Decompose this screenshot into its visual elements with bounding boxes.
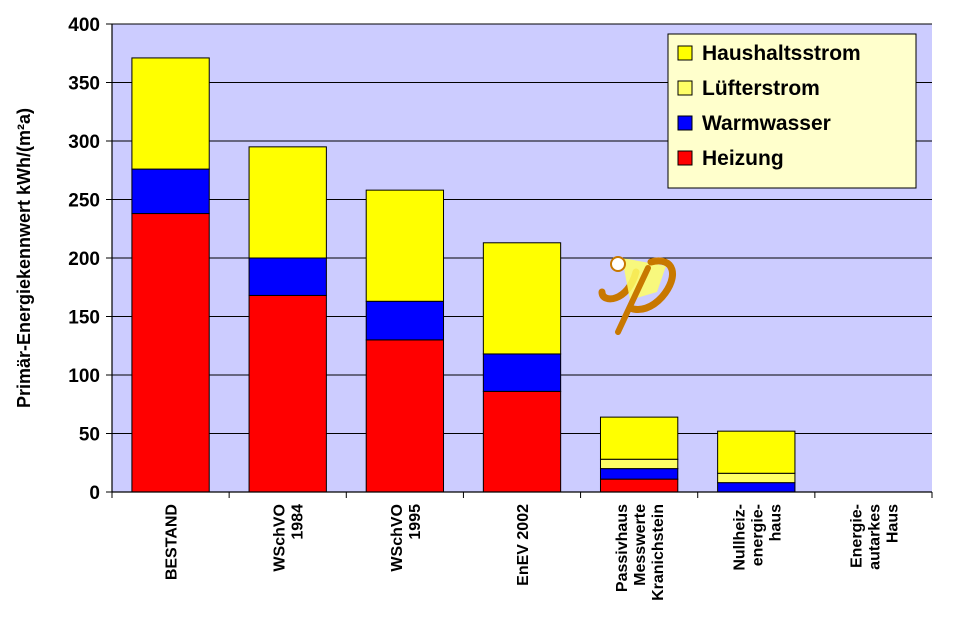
x-category-label: WSchVO bbox=[272, 504, 289, 572]
legend-swatch bbox=[677, 45, 693, 61]
y-tick-label: 150 bbox=[68, 308, 100, 329]
x-category-label: haus bbox=[767, 504, 784, 541]
x-category-label: Haus bbox=[884, 504, 901, 543]
bar-haushaltsstrom bbox=[131, 57, 210, 170]
x-category-label: energie- bbox=[749, 504, 766, 566]
legend-swatch bbox=[677, 115, 693, 131]
y-tick-label: 400 bbox=[68, 15, 100, 36]
passivhaus-logo bbox=[598, 256, 676, 335]
x-category-label: Nullheiz- bbox=[731, 504, 748, 571]
legend-label: Warmwasser bbox=[702, 112, 831, 135]
bar-heizung bbox=[482, 390, 562, 493]
x-category-label: Messwerte bbox=[632, 504, 649, 586]
bar-haushaltsstrom bbox=[717, 430, 796, 474]
bar-haushaltsstrom bbox=[248, 146, 327, 259]
bar-warmwasser bbox=[365, 300, 445, 341]
y-tick-label: 350 bbox=[68, 74, 100, 95]
y-tick-label: 200 bbox=[68, 249, 100, 270]
bar-lüfterstrom bbox=[599, 458, 679, 470]
y-tick-label: 50 bbox=[79, 425, 100, 446]
bar-lüfterstrom bbox=[717, 472, 796, 484]
x-category-label: WSchVO bbox=[389, 504, 406, 572]
x-category-label: 1984 bbox=[290, 504, 307, 540]
bar-warmwasser bbox=[599, 468, 679, 480]
bar-warmwasser bbox=[248, 257, 327, 296]
bar-heizung bbox=[365, 339, 445, 493]
legend-label: Haushaltsstrom bbox=[702, 42, 861, 65]
bar-haushaltsstrom bbox=[599, 416, 679, 460]
y-axis-label: Primär-Energiekennwert kWh/(m²a) bbox=[14, 108, 34, 408]
legend-label: Lüfterstrom bbox=[702, 77, 820, 100]
legend-swatch bbox=[677, 80, 693, 96]
bar-haushaltsstrom bbox=[482, 242, 562, 355]
x-category-label: Energie- bbox=[848, 504, 865, 568]
legend-swatch bbox=[677, 150, 693, 166]
legend-label: Heizung bbox=[702, 147, 784, 170]
bar-warmwasser bbox=[717, 482, 796, 493]
y-tick-label: 250 bbox=[68, 191, 100, 212]
x-category-label: EnEV 2002 bbox=[515, 504, 532, 586]
legend-box bbox=[667, 33, 917, 189]
y-tick-label: 300 bbox=[68, 132, 100, 153]
legend: Haushaltsstrom Lüfterstrom Warmwasser Heizu… bbox=[667, 33, 917, 189]
bar-heizung bbox=[131, 213, 210, 493]
bar-warmwasser bbox=[482, 353, 562, 392]
bar-haushaltsstrom bbox=[365, 189, 445, 302]
bar-warmwasser bbox=[131, 168, 210, 215]
x-category-label: autarkes bbox=[866, 504, 883, 570]
bar-heizung bbox=[599, 478, 679, 493]
x-category-label: 1995 bbox=[407, 504, 424, 540]
y-tick-label: 0 bbox=[89, 483, 100, 504]
x-category-label: Passivhaus bbox=[614, 504, 631, 592]
x-category-label: BESTAND bbox=[164, 504, 181, 580]
x-category-label: Kranichstein bbox=[650, 504, 667, 601]
bar-heizung bbox=[248, 294, 327, 493]
y-tick-label: 100 bbox=[68, 366, 100, 387]
